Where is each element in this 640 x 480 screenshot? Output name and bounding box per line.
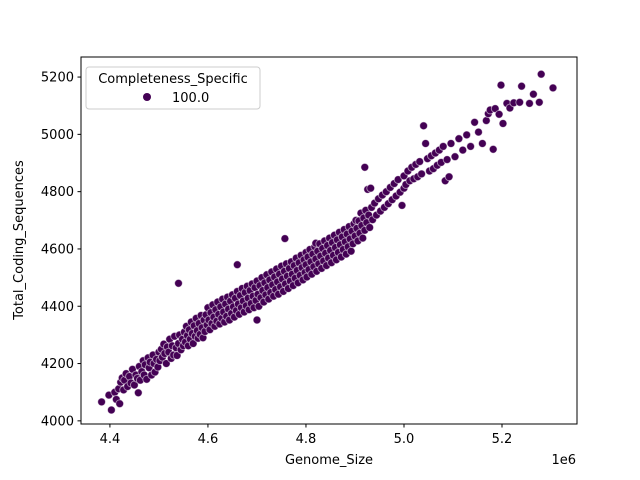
legend-box <box>85 66 261 110</box>
x-tick-label: 4.6 <box>198 432 219 447</box>
scatter-points <box>97 69 558 415</box>
y-tick-label: 4400 <box>41 300 74 315</box>
x-axis-label: Genome_Size <box>285 453 373 468</box>
x-tick-label: 5.2 <box>492 432 513 447</box>
data-point <box>252 315 262 325</box>
axis-ticks: 4.4 4.6 4.8 5.0 5.2 4000 4200 4400 4600 4800 5000 5… <box>41 71 512 447</box>
y-tick-label: 4000 <box>41 414 74 429</box>
data-point <box>115 399 125 409</box>
legend-entry-label: 100.0 <box>172 91 209 106</box>
x-tick-label: 5.0 <box>394 432 415 447</box>
x-tick-label: 4.4 <box>100 432 121 447</box>
data-point <box>529 89 538 99</box>
data-point <box>446 139 456 148</box>
legend: Completeness_Specific 100.0 <box>85 66 261 110</box>
y-tick-label: 5000 <box>41 128 74 143</box>
data-point <box>498 119 508 128</box>
data-point <box>458 145 468 155</box>
legend-marker-icon <box>143 93 151 101</box>
data-point <box>536 69 546 79</box>
x-tick-label: 4.8 <box>296 432 317 447</box>
data-point <box>488 144 498 154</box>
x-axis-offset-label: 1e6 <box>551 453 576 468</box>
data-point <box>534 97 544 107</box>
data-point <box>365 223 375 232</box>
data-point <box>421 139 430 148</box>
data-point <box>462 130 472 140</box>
data-point <box>107 405 116 415</box>
data-point <box>515 97 525 107</box>
y-tick-label: 4800 <box>41 185 74 200</box>
data-point <box>358 233 368 243</box>
data-point <box>548 83 558 93</box>
data-point <box>494 109 504 119</box>
data-point <box>415 157 425 166</box>
data-point <box>478 139 487 148</box>
data-point <box>280 234 290 243</box>
data-point <box>517 81 526 91</box>
data-point <box>174 278 183 288</box>
data-point <box>466 142 475 151</box>
data-point <box>397 201 407 210</box>
legend-title: Completeness_Specific <box>98 72 248 87</box>
data-point <box>419 121 428 131</box>
data-point <box>346 246 356 256</box>
data-point <box>496 80 506 90</box>
data-point <box>470 117 479 127</box>
data-point <box>97 397 106 407</box>
data-point <box>232 260 242 270</box>
data-point <box>417 169 426 179</box>
data-point <box>454 134 464 144</box>
y-tick-label: 4600 <box>41 242 74 257</box>
data-point <box>450 152 460 162</box>
data-point <box>442 155 452 164</box>
data-point <box>438 142 448 151</box>
data-point <box>474 127 483 137</box>
y-axis-label: Total_Coding_Sequences <box>12 160 27 321</box>
data-point <box>366 183 376 193</box>
data-point <box>525 99 534 108</box>
data-point <box>444 172 454 182</box>
y-tick-label: 4200 <box>41 357 74 372</box>
data-point <box>360 162 370 172</box>
data-point <box>133 388 143 398</box>
y-tick-label: 5200 <box>41 71 74 86</box>
